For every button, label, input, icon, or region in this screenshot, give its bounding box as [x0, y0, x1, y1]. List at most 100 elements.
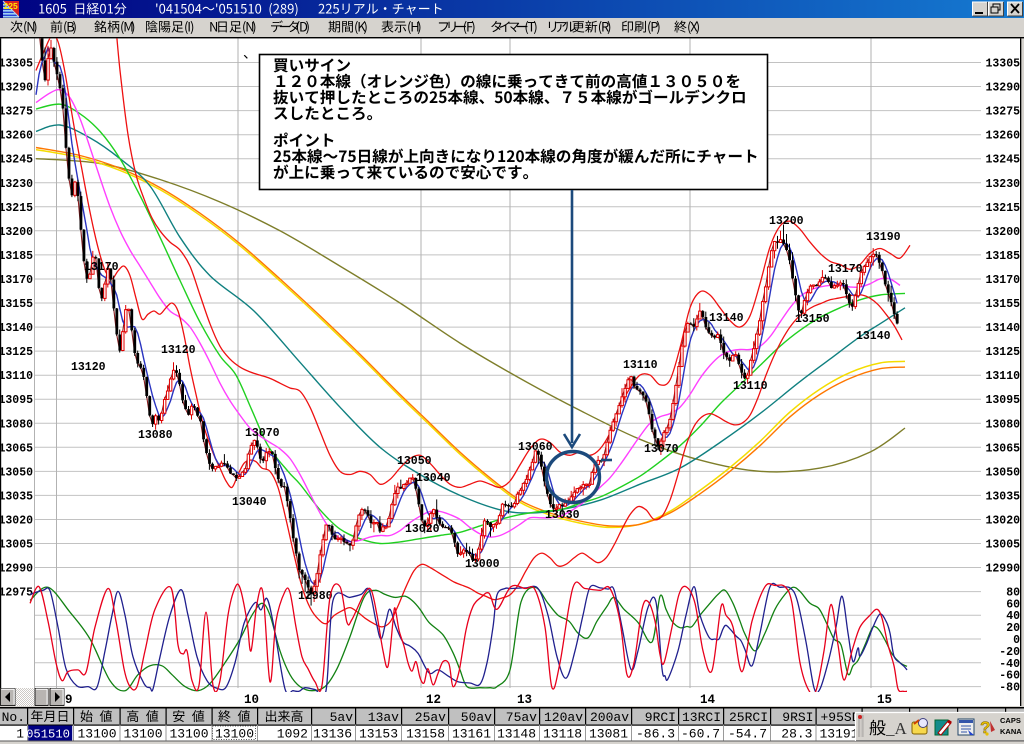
- svg-text:No.: No.: [2, 710, 25, 725]
- svg-text:13040: 13040: [416, 472, 451, 485]
- svg-text:1092: 1092: [277, 727, 308, 742]
- svg-text:-86.3: -86.3: [636, 727, 675, 742]
- svg-text:25RCI: 25RCI: [729, 710, 768, 725]
- svg-text:0: 0: [1013, 634, 1020, 647]
- svg-text:9RSI: 9RSI: [782, 710, 813, 725]
- svg-text:13100: 13100: [215, 727, 254, 742]
- svg-text:13275: 13275: [0, 106, 33, 119]
- svg-text:13110: 13110: [0, 370, 33, 383]
- svg-text:KANA: KANA: [1000, 727, 1022, 736]
- svg-text:-40: -40: [999, 658, 1020, 671]
- svg-text:051510: 051510: [26, 728, 70, 742]
- svg-text:13110: 13110: [985, 370, 1020, 383]
- svg-text:13260: 13260: [0, 130, 33, 143]
- svg-text:13305: 13305: [985, 58, 1020, 71]
- svg-text:13035: 13035: [985, 490, 1020, 503]
- svg-text:9RCI: 9RCI: [645, 710, 676, 725]
- svg-text:13040: 13040: [232, 496, 267, 509]
- svg-text:13100: 13100: [77, 727, 116, 742]
- svg-text:13185: 13185: [985, 250, 1020, 263]
- svg-text:13005: 13005: [0, 539, 33, 552]
- svg-text:50av: 50av: [461, 710, 492, 725]
- svg-text:120av: 120av: [544, 710, 583, 725]
- svg-text:13245: 13245: [0, 154, 33, 167]
- svg-text:13170: 13170: [84, 261, 119, 274]
- svg-text:13260: 13260: [985, 130, 1020, 143]
- svg-text:13080: 13080: [985, 418, 1020, 431]
- svg-text:13170: 13170: [0, 274, 33, 287]
- svg-text:13100: 13100: [169, 727, 208, 742]
- svg-text:13185: 13185: [0, 250, 33, 263]
- svg-text:13060: 13060: [518, 441, 553, 454]
- svg-text:13290: 13290: [985, 82, 1020, 95]
- svg-text:-60: -60: [999, 670, 1020, 683]
- svg-text:13020: 13020: [405, 523, 440, 536]
- svg-text:+95SD: +95SD: [820, 710, 859, 725]
- svg-text:13150: 13150: [795, 313, 830, 326]
- svg-text:?: ?: [980, 718, 990, 737]
- svg-text:13290: 13290: [0, 82, 33, 95]
- svg-text:13125: 13125: [0, 346, 33, 359]
- svg-text:13161: 13161: [452, 727, 491, 742]
- svg-text:13065: 13065: [0, 442, 33, 455]
- svg-text:13020: 13020: [0, 514, 33, 527]
- svg-text:12980: 12980: [298, 590, 333, 603]
- svg-text:-60.7: -60.7: [681, 727, 720, 742]
- svg-text:13140: 13140: [709, 312, 744, 325]
- svg-text:15: 15: [877, 693, 892, 707]
- svg-text:13200: 13200: [985, 226, 1020, 239]
- svg-text:13050: 13050: [397, 455, 432, 468]
- svg-text:13095: 13095: [0, 394, 33, 407]
- svg-text:13080: 13080: [138, 429, 173, 442]
- svg-text:13170: 13170: [828, 263, 863, 276]
- svg-text:13148: 13148: [497, 727, 536, 742]
- svg-text:80: 80: [1006, 586, 1020, 599]
- svg-text:13035: 13035: [0, 490, 33, 503]
- svg-text:13110: 13110: [733, 380, 768, 393]
- svg-text:13050: 13050: [985, 466, 1020, 479]
- svg-text:13080: 13080: [0, 418, 33, 431]
- svg-text:13120: 13120: [71, 361, 106, 374]
- svg-text:12990: 12990: [985, 563, 1020, 576]
- svg-text:13200: 13200: [769, 215, 804, 228]
- svg-text:13118: 13118: [543, 727, 582, 742]
- svg-text:-20: -20: [999, 646, 1020, 659]
- svg-text:10: 10: [244, 693, 259, 707]
- svg-text:13005: 13005: [985, 539, 1020, 552]
- svg-text:13RCI: 13RCI: [682, 710, 721, 725]
- svg-text:13215: 13215: [0, 202, 33, 215]
- svg-text:13230: 13230: [0, 178, 33, 191]
- svg-text:225: 225: [4, 1, 18, 11]
- svg-text:13190: 13190: [866, 231, 901, 244]
- svg-text:13070: 13070: [644, 443, 679, 456]
- svg-text:13020: 13020: [985, 514, 1020, 527]
- svg-text:_A: _A: [885, 719, 908, 738]
- svg-text:13065: 13065: [985, 442, 1020, 455]
- svg-text:13070: 13070: [245, 427, 280, 440]
- svg-text:13140: 13140: [985, 322, 1020, 335]
- svg-text:60: 60: [1006, 598, 1020, 611]
- svg-text:9: 9: [65, 693, 73, 707]
- svg-text:13081: 13081: [589, 727, 628, 742]
- svg-text:13110: 13110: [623, 359, 658, 372]
- svg-text:28.3: 28.3: [781, 727, 812, 742]
- svg-text:13158: 13158: [406, 727, 445, 742]
- svg-text:13170: 13170: [985, 274, 1020, 287]
- svg-text:13136: 13136: [313, 727, 352, 742]
- svg-text:13245: 13245: [985, 154, 1020, 167]
- svg-text:13305: 13305: [0, 58, 33, 71]
- svg-text:13120: 13120: [161, 344, 196, 357]
- svg-text:13191: 13191: [819, 727, 858, 742]
- svg-text:12990: 12990: [0, 563, 33, 576]
- svg-text:13230: 13230: [985, 178, 1020, 191]
- svg-text:200av: 200av: [590, 710, 629, 725]
- svg-text:5av: 5av: [330, 710, 354, 725]
- svg-text:13030: 13030: [545, 509, 580, 522]
- svg-text:13155: 13155: [985, 298, 1020, 311]
- svg-text:75av: 75av: [506, 710, 537, 725]
- svg-text:40: 40: [1006, 610, 1020, 623]
- svg-text:-54.7: -54.7: [728, 727, 767, 742]
- svg-text:13140: 13140: [856, 330, 891, 343]
- svg-text:13155: 13155: [0, 298, 33, 311]
- svg-text:12: 12: [426, 693, 441, 707]
